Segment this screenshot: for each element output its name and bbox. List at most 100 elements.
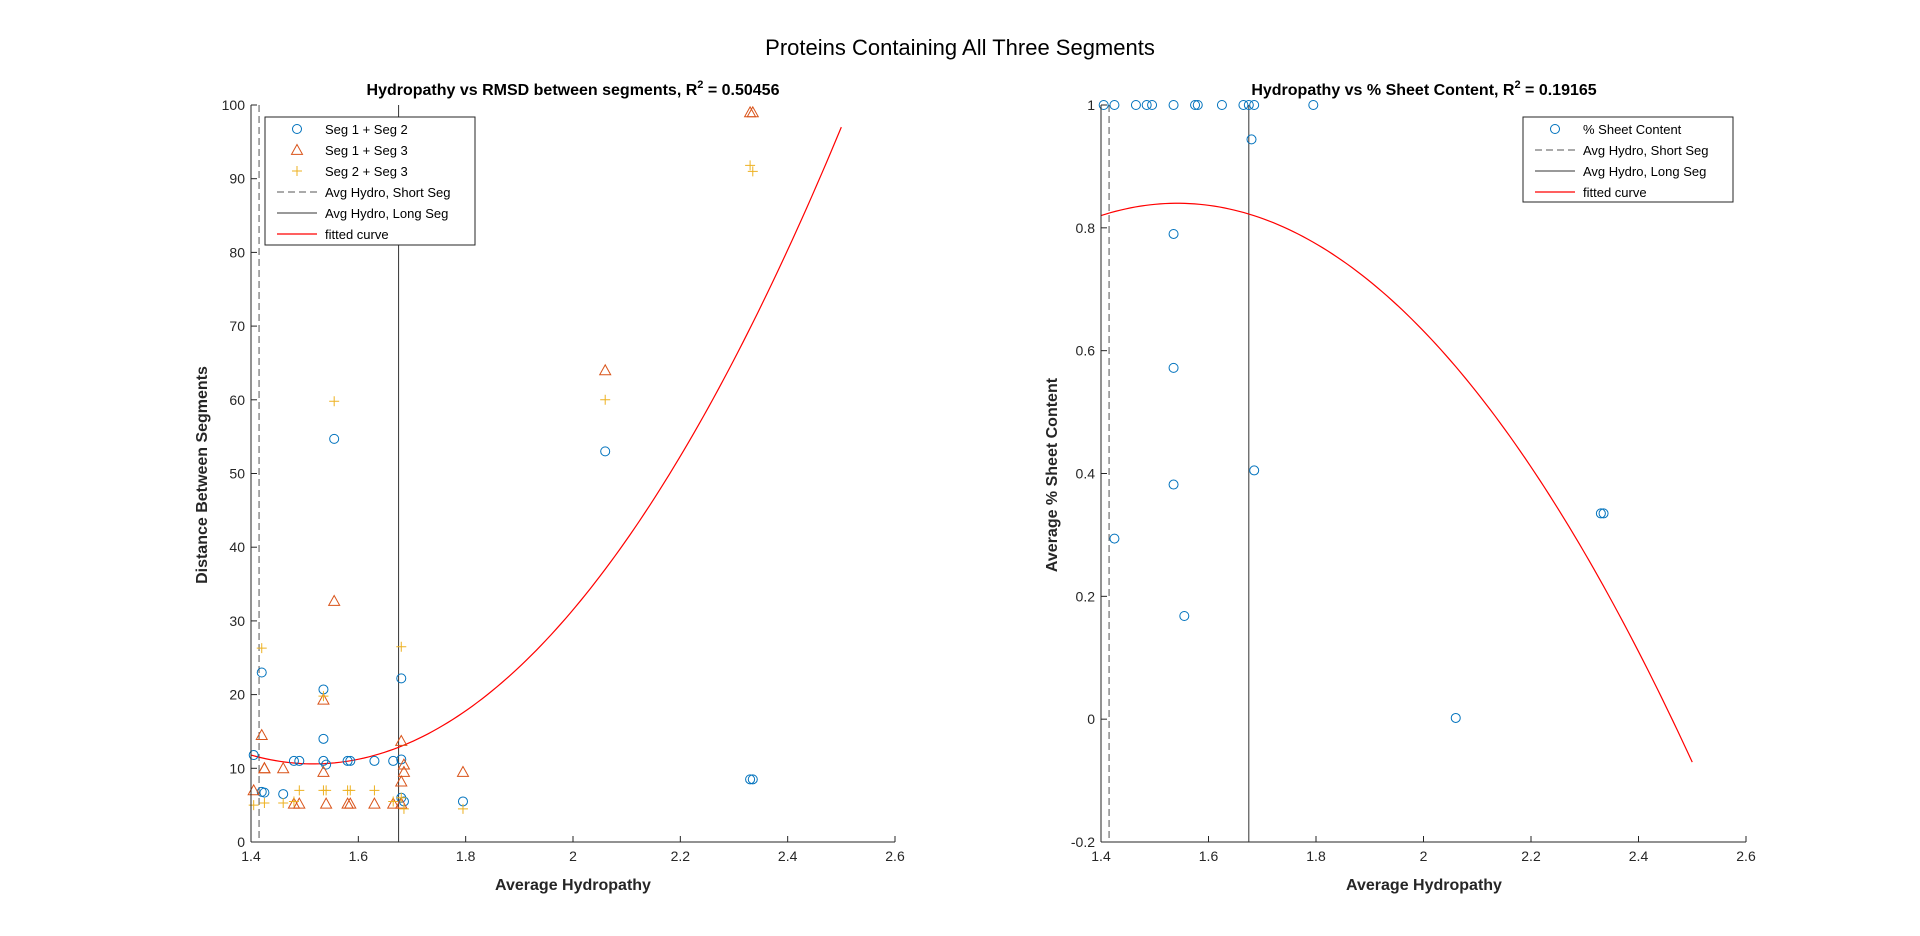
rmsd-plot-point-plus [329,396,340,407]
rmsd-plot-legend-marker-plus [292,166,302,176]
rmsd-plot-point-circle [321,759,332,770]
rmsd-plot-point-circle [288,755,299,766]
rmsd-plot-point-plus [345,785,356,796]
sheet-plot-ytick-label: -0.2 [1071,834,1095,850]
rmsd-plot-ytick-label: 80 [229,244,245,260]
rmsd-plot-point-triangle [394,734,408,746]
sheet-plot-legend-marker-circle [1550,124,1560,134]
rmsd-plot-xtick-label: 2 [569,848,577,864]
rmsd-plot-ytick-label: 20 [229,687,245,703]
rmsd-plot-point-plus [457,803,468,814]
rmsd-plot-point-plus [600,394,611,405]
rmsd-plot-ylabel: Distance Between Segments [194,366,211,584]
rmsd-plot-marks [247,105,842,842]
rmsd-plot-legend-label: Avg Hydro, Long Seg [325,206,448,221]
rmsd-plot-ytick-label: 60 [229,392,245,408]
rmsd-plot-point-circle [747,774,758,785]
rmsd-plot-legend: Seg 1 + Seg 2 Seg 1 + Seg 3 Seg 2 + Seg 3 A… [264,116,476,246]
sheet-plot-legend-label: % Sheet Content [1583,122,1682,137]
rmsd-plot-point-plus [294,785,305,796]
rmsd-plot-point-triangle [397,758,411,770]
sheet-plot-ytick-label: 1 [1087,97,1095,113]
rmsd-plot-legend-box [264,116,476,246]
sheet-plot-fitted-curve [1100,202,1693,763]
sheet-plot-point-circle [1249,465,1260,476]
rmsd-plot-point-plus [747,166,758,177]
sheet-plot-point-circle [1192,100,1203,110]
sheet-plot-xtick-label: 2.2 [1521,848,1541,864]
rmsd-plot-xtick-label: 1.6 [349,848,369,864]
rmsd-plot-point-triangle [319,797,333,809]
rmsd-plot-legend-label: Seg 2 + Seg 3 [325,164,408,179]
rmsd-plot-point-circle [600,446,611,457]
sheet-plot-title-main: Hydropathy vs % Sheet Content, R [1251,82,1515,99]
sheet-plot-xtick-label: 2.4 [1629,848,1649,864]
rmsd-plot-point-plus [396,792,407,803]
sheet-plot-title: Hydropathy vs % Sheet Content, R2 = 0.19… [1251,79,1596,99]
sheet-plot-point-circle [1308,100,1319,110]
rmsd-plot-xtick-label: 1.8 [456,848,476,864]
figure-suptitle: Proteins Containing All Three Segments [765,35,1155,60]
rmsd-plot-title-main: Hydropathy vs RMSD between segments, R [367,82,698,99]
sheet-plot-legend-box [1522,116,1734,203]
rmsd-plot-point-circle [745,774,756,785]
rmsd-plot-point-triangle [368,797,381,809]
rmsd-plot-point-triangle [394,797,408,809]
sheet-plot-point-circle [1109,533,1120,544]
rmsd-plot-ytick-label: 10 [229,760,245,776]
rmsd-plot-point-triangle [317,765,330,777]
rmsd-plot-point-triangle [397,765,411,777]
sheet-plot-title-end: = 0.19165 [1521,82,1597,99]
sheet-plot-legend-label: Avg Hydro, Short Seg [1583,143,1709,158]
rmsd-plot-ytick-label: 100 [222,97,246,113]
sheet-plot-ytick-label: 0.2 [1076,588,1096,604]
sheet-plot-legend-label: Avg Hydro, Long Seg [1583,164,1706,179]
rmsd-plot-xlabel: Average Hydropathy [495,877,651,894]
sheet-plot-xtick-label: 2 [1420,848,1428,864]
rmsd-plot-ytick-label: 70 [229,318,245,334]
sheet-plot-title-sup: 2 [1514,79,1520,91]
rmsd-plot-legend-label: fitted curve [325,227,389,242]
rmsd-plot-fitted-curve [250,126,842,765]
rmsd-plot-point-plus [248,800,259,811]
sheet-plot-xtick-label: 1.8 [1306,848,1326,864]
rmsd-plot: Hydropathy vs RMSD between segments, R2 … [194,79,905,894]
sheet-plot-point-circle [1216,100,1227,110]
sheet-plot-point-circle [1141,100,1152,110]
rmsd-plot-point-circle [388,755,399,766]
rmsd-plot-legend-label: Avg Hydro, Short Seg [325,185,451,200]
rmsd-plot-legend-marker-circle [292,124,302,134]
rmsd-plot-point-triangle [598,363,612,376]
rmsd-plot-ticks: 1.4 1.6 1.8 2 2.2 2.4 2.6 0 10 20 30 40 50 60 70 80 90 10… [222,97,905,864]
rmsd-plot-point-plus [256,643,267,654]
rmsd-plot-point-triangle [317,693,330,705]
sheet-plot-ytick-label: 0 [1087,711,1095,727]
sheet-plot-ylabel: Average % Sheet Content [1044,377,1061,572]
rmsd-plot-xtick-label: 2.6 [885,848,905,864]
rmsd-plot-point-triangle [456,765,470,777]
sheet-plot-ytick-label: 0.8 [1076,220,1096,236]
sheet-plot-ytick-label: 0.6 [1076,343,1096,359]
rmsd-plot-point-circle [329,433,340,444]
sheet-plot-point-circle [1595,508,1606,519]
rmsd-plot-ytick-label: 50 [229,466,245,482]
sheet-plot-point-circle [1168,100,1179,110]
rmsd-plot-point-plus [321,785,332,796]
rmsd-plot-point-triangle [343,797,357,809]
sheet-plot-ticks: 1.4 1.6 1.8 2 2.2 2.4 2.6 -0.2 0 0.2 0.4 0.6 0.8 1 [1071,97,1756,864]
sheet-plot-xlabel: Average Hydropathy [1346,877,1502,894]
rmsd-plot-point-circle [369,755,380,766]
rmsd-plot-point-plus [388,796,399,807]
rmsd-plot-point-circle [345,755,356,766]
sheet-plot-legend-label: fitted curve [1583,185,1647,200]
rmsd-plot-ytick-label: 90 [229,171,245,187]
sheet-plot-point-circle [1168,228,1179,239]
sheet-plot-point-circle [1190,100,1201,110]
rmsd-plot-xtick-label: 2.2 [671,848,691,864]
rmsd-plot-point-circle [318,755,329,766]
rmsd-plot-title: Hydropathy vs RMSD between segments, R2 … [367,79,780,99]
rmsd-plot-point-plus [745,160,756,171]
sheet-plot-point-circle [1598,508,1609,519]
rmsd-plot-point-plus [318,691,329,702]
